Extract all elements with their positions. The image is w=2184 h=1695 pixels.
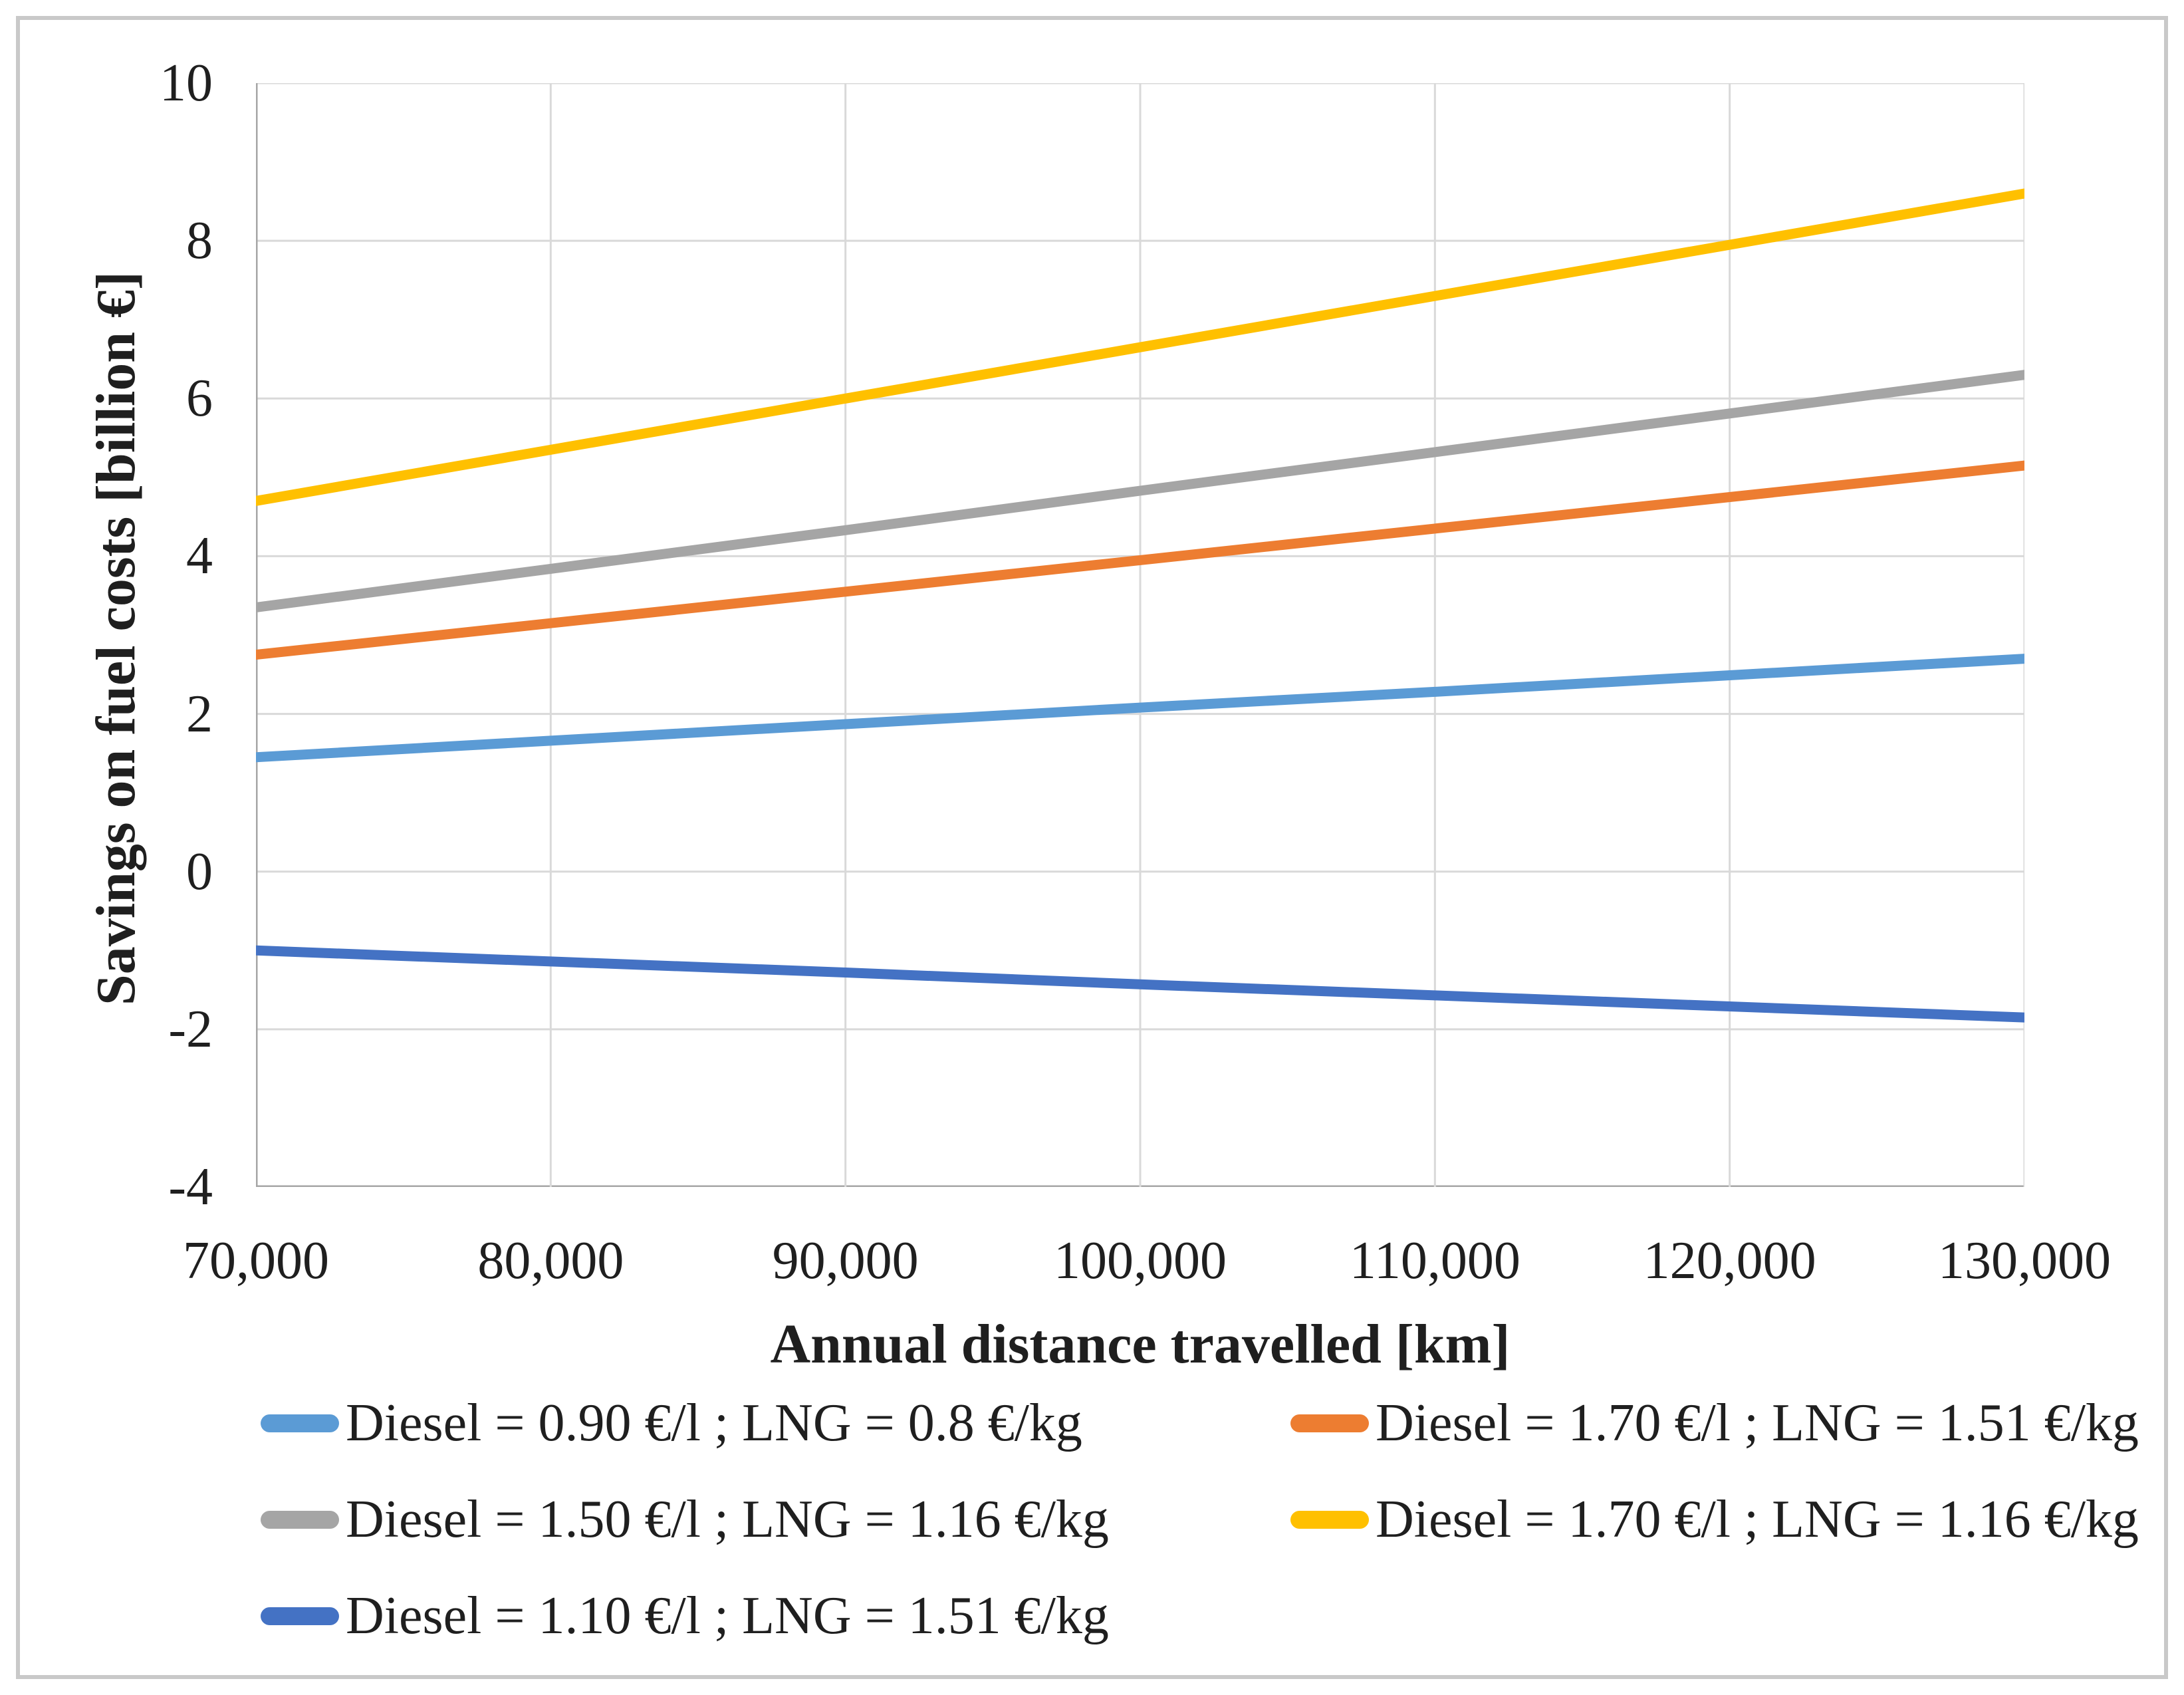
y-axis-tick-label: 6 xyxy=(186,369,213,428)
x-axis-tick-label: 130,000 xyxy=(1938,1232,2111,1290)
legend-item: Diesel = 0.90 €/l ; LNG = 0.8 €/kg xyxy=(261,1386,1082,1460)
legend-line-swatch xyxy=(261,1510,339,1529)
y-axis-tick-label: 4 xyxy=(186,527,213,586)
data-line xyxy=(256,654,2024,763)
legend-label: Diesel = 1.10 €/l ; LNG = 1.51 €/kg xyxy=(346,1587,1109,1645)
data-line xyxy=(256,370,2024,612)
data-line xyxy=(256,188,2024,506)
chart-plot xyxy=(256,83,2024,1187)
x-axis-title: Annual distance travelled [km] xyxy=(770,1313,1511,1375)
legend-item: Diesel = 1.50 €/l ; LNG = 1.16 €/kg xyxy=(261,1483,1109,1556)
legend-item: Diesel = 1.10 €/l ; LNG = 1.51 €/kg xyxy=(261,1579,1109,1652)
y-axis-tick-label: -2 xyxy=(168,999,213,1059)
x-axis-tick-label: 80,000 xyxy=(477,1232,624,1290)
legend-label: Diesel = 0.90 €/l ; LNG = 0.8 €/kg xyxy=(346,1394,1082,1452)
legend-label: Diesel = 1.70 €/l ; LNG = 1.16 €/kg xyxy=(1376,1490,2139,1549)
legend-line-swatch xyxy=(261,1414,339,1432)
x-axis-tick-label: 110,000 xyxy=(1349,1232,1520,1290)
legend-line-swatch xyxy=(261,1607,339,1625)
x-axis-tick-label: 100,000 xyxy=(1054,1232,1227,1290)
legend-label: Diesel = 1.50 €/l ; LNG = 1.16 €/kg xyxy=(346,1490,1109,1549)
x-axis-tick-label: 120,000 xyxy=(1643,1232,1816,1290)
y-axis-tick-label: 10 xyxy=(160,54,213,112)
legend-label: Diesel = 1.70 €/l ; LNG = 1.51 €/kg xyxy=(1376,1394,2139,1452)
data-line xyxy=(256,945,2024,1023)
data-line xyxy=(256,460,2024,660)
figure-frame xyxy=(16,16,2168,1679)
y-axis-title: Savings on fuel costs [billion €] xyxy=(85,271,147,1005)
legend-item: Diesel = 1.70 €/l ; LNG = 1.51 €/kg xyxy=(1290,1386,2139,1460)
legend-line-swatch xyxy=(1290,1414,1369,1432)
x-axis-tick-label: 70,000 xyxy=(183,1232,329,1290)
y-axis-tick-label: -4 xyxy=(168,1158,213,1216)
x-axis-tick-label: 90,000 xyxy=(772,1232,919,1290)
y-axis-tick-label: 2 xyxy=(186,684,213,743)
legend-line-swatch xyxy=(1290,1510,1369,1529)
y-axis-tick-label: 8 xyxy=(186,211,213,271)
legend-item: Diesel = 1.70 €/l ; LNG = 1.16 €/kg xyxy=(1290,1483,2139,1556)
y-axis-tick-label: 0 xyxy=(186,842,213,901)
